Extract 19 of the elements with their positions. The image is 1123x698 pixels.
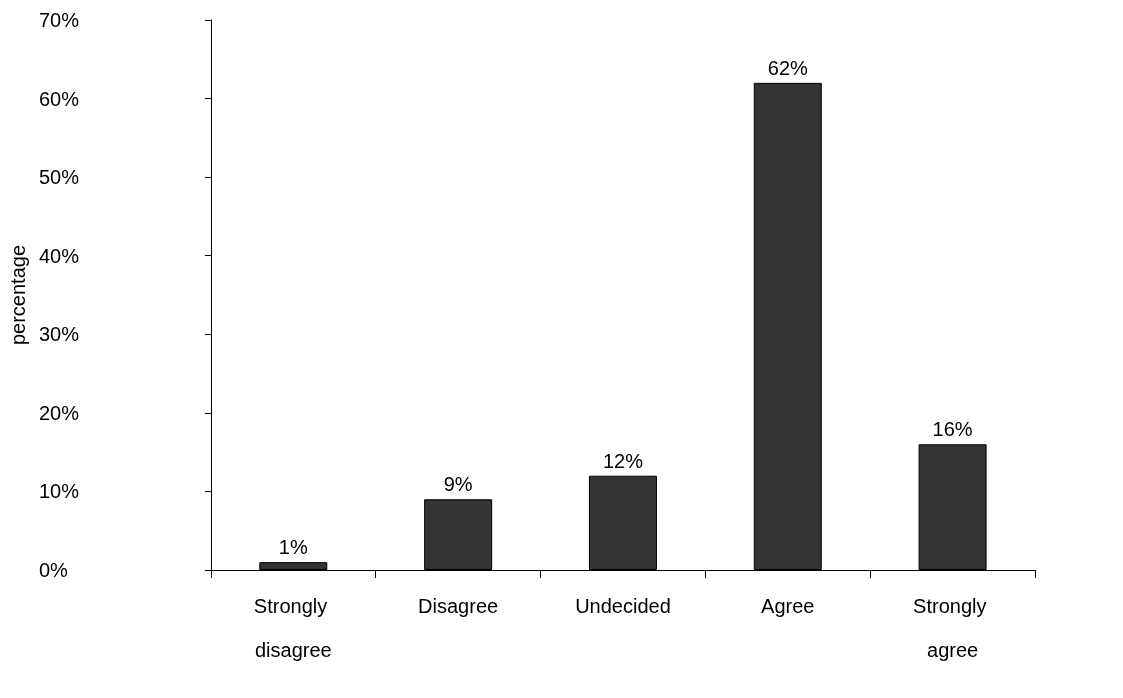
x-tick-label: Strongly disagree bbox=[253, 595, 333, 661]
y-tick-label: 10% bbox=[38, 480, 80, 503]
x-tick-label: Disagree bbox=[418, 595, 499, 617]
data-label: 62% bbox=[767, 56, 808, 79]
data-label: 16% bbox=[932, 418, 973, 441]
y-tick-label: 30% bbox=[38, 323, 80, 346]
x-tick-label: Undecided bbox=[575, 595, 671, 617]
y-axis-title: percentage bbox=[7, 244, 29, 346]
data-label: 9% bbox=[443, 473, 473, 496]
x-tick-label: Agree bbox=[761, 595, 815, 617]
y-tick-label: 0% bbox=[38, 559, 69, 581]
x-tick-label: Strongly agree bbox=[913, 595, 993, 661]
data-label: 12% bbox=[602, 449, 644, 472]
data-label: 1% bbox=[278, 536, 308, 559]
y-tick-label: 20% bbox=[38, 401, 80, 424]
y-tick-label: 70% bbox=[38, 9, 80, 31]
y-tick-label: 40% bbox=[38, 244, 80, 267]
y-tick-label: 50% bbox=[38, 166, 80, 189]
y-tick-label: 60% bbox=[38, 87, 80, 110]
